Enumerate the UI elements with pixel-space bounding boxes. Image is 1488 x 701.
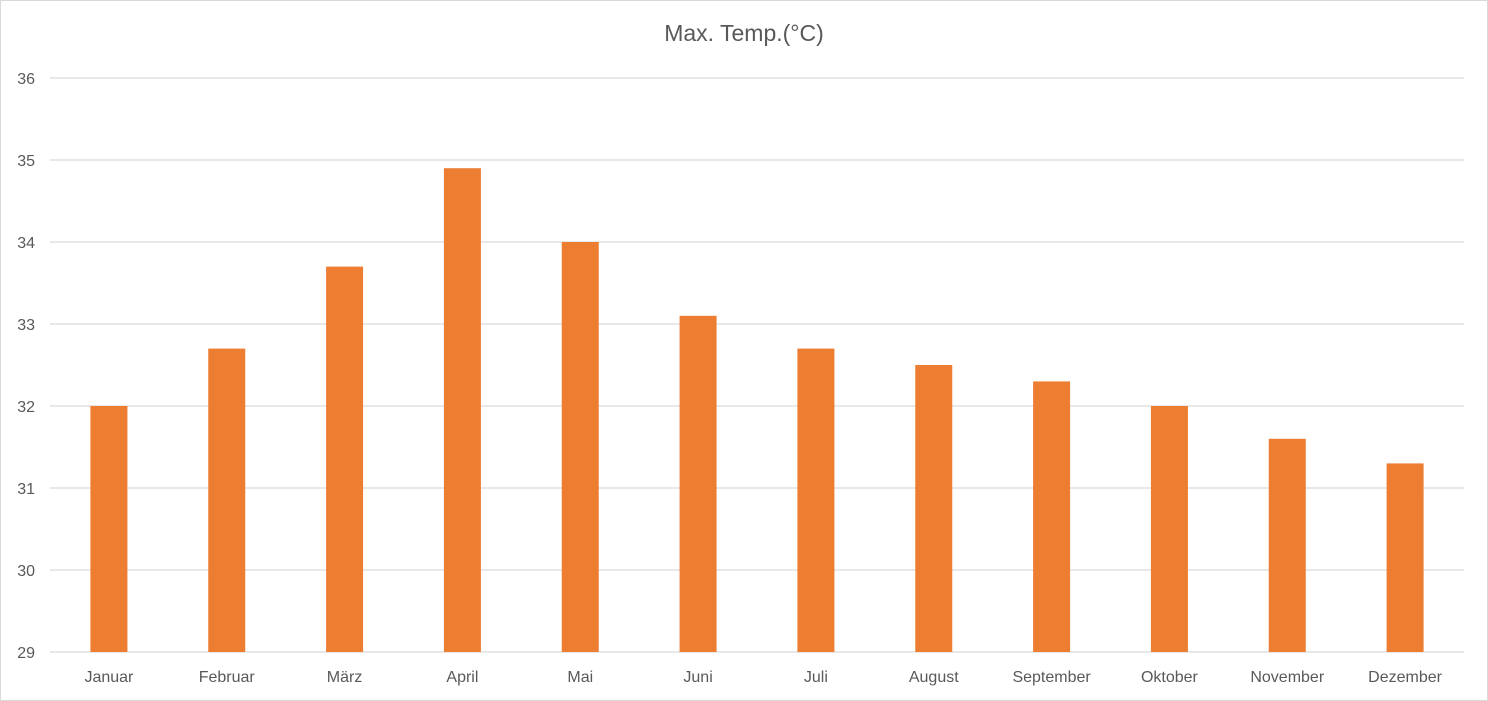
x-tick-label: Januar [84,669,134,686]
bar-september [1033,381,1071,652]
x-tick-label: Dezember [1368,669,1442,686]
x-tick-label: Juli [804,669,828,686]
x-tick-label: März [327,669,363,686]
y-tick-label: 33 [17,317,35,334]
bar-mai [561,242,599,652]
y-tick-label: 30 [17,563,35,580]
gridlines [50,77,1464,653]
x-tick-label: Februar [199,669,256,686]
x-tick-label: April [446,669,478,686]
bars [90,168,1424,652]
x-tick-label: Mai [567,669,593,686]
x-tick-label: August [909,669,959,686]
y-tick-label: 36 [17,71,35,88]
bar-februar [208,348,246,652]
x-tick-label: September [1012,669,1091,686]
bar-dezember [1386,463,1424,652]
bar-august [915,365,953,652]
bar-april [443,168,481,652]
y-tick-label: 29 [17,645,35,662]
x-tick-label: November [1250,669,1324,686]
x-axis-tick-labels: Januar Februar März April Mai Juni Juli August S… [84,669,1442,686]
y-tick-label: 35 [17,153,35,170]
bar-märz [326,266,364,652]
x-tick-label: Oktober [1141,669,1199,686]
y-tick-label: 34 [17,235,35,252]
bar-juli [797,348,835,652]
y-tick-label: 32 [17,399,35,416]
x-tick-label: Juni [683,669,712,686]
bar-januar [90,406,128,652]
chart-title: Max. Temp.(°C) [664,20,824,46]
y-axis-tick-labels: 29 30 31 32 33 34 35 36 [17,71,35,662]
y-tick-label: 31 [17,481,35,498]
bar-juni [679,315,717,652]
bar-november [1268,438,1306,652]
bar-oktober [1150,406,1188,652]
